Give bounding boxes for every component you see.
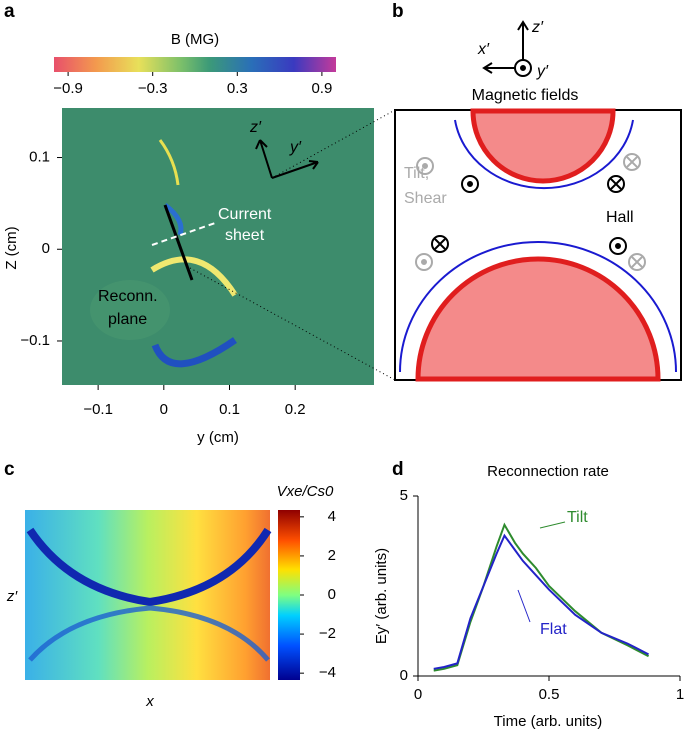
colorbar-tick-label: 0.9 [311, 80, 332, 97]
annotation: sheet [225, 227, 265, 244]
y-tick-label: 0 [42, 240, 50, 257]
electrode [470, 108, 616, 184]
x-tick-label: 1 [676, 686, 684, 703]
heatmap-image [62, 108, 374, 385]
axis-name: y′ [536, 63, 549, 80]
panel-letter: d [392, 459, 404, 480]
diagram-label: Hall [606, 209, 634, 226]
x-axis-label: Time (arb. units) [494, 713, 603, 730]
diagram-label: Tilt, [404, 165, 429, 182]
field-symbols [431, 175, 627, 255]
colorbar [278, 510, 300, 680]
field-arc [163, 203, 184, 236]
colorbar-tick-label: −0.3 [138, 80, 168, 97]
colorbar-tick-label: −4 [319, 664, 336, 681]
axis-name: z′ [531, 19, 544, 36]
series-line [433, 522, 650, 672]
field-line [454, 119, 634, 190]
colorbar-label: B (MG) [171, 31, 219, 48]
annotation: Reconn. [98, 288, 158, 305]
field-arc [151, 337, 237, 368]
x-tick-label: 0.1 [219, 401, 240, 418]
label-leader [539, 521, 566, 529]
diagram-label: Shear [404, 190, 447, 207]
colorbar-tick-label: −2 [319, 625, 336, 642]
axes-icon [482, 20, 532, 77]
colorbar-label: Vxe/Cs0 [277, 483, 334, 500]
x-tick-label: 0 [160, 401, 168, 418]
x-tick-label: 0.5 [539, 686, 560, 703]
colorbar [54, 57, 336, 72]
flow-arc [28, 605, 270, 662]
y-axis-label: Ey′ (arb. units) [373, 548, 390, 644]
colorbar-tick-label: 2 [328, 547, 336, 564]
x-tick-label: 0.2 [285, 401, 306, 418]
panel-letter: c [4, 459, 15, 480]
colorbar-tick-label: −0.9 [53, 80, 83, 97]
x-axis-label: x [145, 693, 154, 710]
field-arc [158, 139, 180, 186]
colorbar-tick-label: 0.3 [227, 80, 248, 97]
zoom-line [189, 267, 396, 381]
annotation: y′ [289, 139, 302, 156]
field-symbols [415, 153, 646, 271]
electrode [415, 256, 661, 382]
x-tick-label: −0.1 [83, 401, 113, 418]
heatmap-image [25, 510, 270, 680]
field-line [399, 241, 677, 373]
y-axis-label: z′ [6, 588, 19, 605]
label-leader [517, 589, 531, 623]
y-tick-label: −0.1 [20, 332, 50, 349]
panel-letter: b [392, 1, 404, 22]
reconnection-plane [163, 204, 194, 281]
x-axis-label: y (cm) [197, 429, 239, 446]
panel-letter: a [4, 1, 15, 22]
shading [90, 280, 170, 340]
annotation: plane [108, 311, 147, 328]
field-arc [150, 256, 238, 297]
y-tick-label: 0 [400, 667, 408, 684]
chart-title: Reconnection rate [487, 463, 609, 480]
legend-label: Tilt [567, 509, 588, 526]
axes-icon [255, 139, 319, 179]
colorbar-tick-label: 4 [328, 508, 336, 525]
legend-label: Flat [540, 621, 567, 638]
annotation: z′ [249, 119, 262, 136]
series-line [433, 533, 650, 670]
diagram-title: Magnetic fields [472, 87, 579, 104]
axis-name: x′ [477, 41, 490, 58]
y-axis-label: Z (cm) [3, 226, 20, 269]
x-tick-label: 0 [414, 686, 422, 703]
flow-arc [26, 527, 272, 607]
y-tick-label: 5 [400, 487, 408, 504]
annotation: Current [218, 206, 272, 223]
colorbar-tick-label: 0 [328, 586, 336, 603]
y-tick-label: 0.1 [29, 148, 50, 165]
current-sheet-line [151, 221, 219, 246]
